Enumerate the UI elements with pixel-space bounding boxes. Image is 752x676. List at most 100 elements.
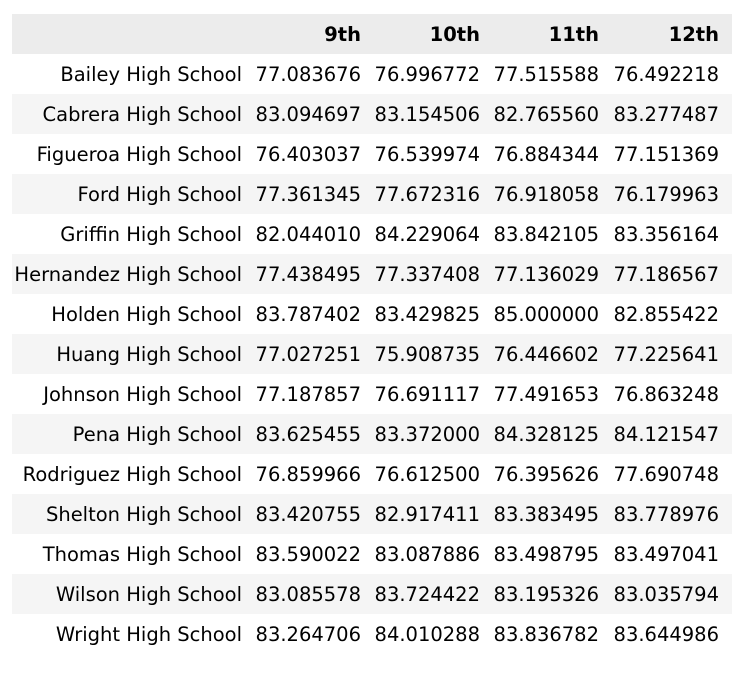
table-cell-10th: 77.337408: [374, 254, 493, 294]
table-cell-12th: 76.179963: [612, 174, 732, 214]
table-cell-11th: 83.195326: [493, 574, 612, 614]
row-school-name: Rodriguez High School: [12, 454, 255, 494]
table-cell-12th: 83.356164: [612, 214, 732, 254]
table-cell-12th: 77.225641: [612, 334, 732, 374]
row-school-name: Thomas High School: [12, 534, 255, 574]
table-cell-12th: 83.778976: [612, 494, 732, 534]
table-cell-12th: 76.863248: [612, 374, 732, 414]
table-cell-11th: 77.515588: [493, 54, 612, 94]
table-cell-10th: 84.010288: [374, 614, 493, 654]
table-cell-10th: 83.372000: [374, 414, 493, 454]
table-row: Wilson High School 83.085578 83.724422 83.1…: [12, 574, 732, 614]
table-row: Hernandez High School 77.438495 77.337408 7…: [12, 254, 732, 294]
table-cell-9th: 83.420755: [255, 494, 374, 534]
table-cell-9th: 83.590022: [255, 534, 374, 574]
table-cell-11th: 84.328125: [493, 414, 612, 454]
header-cell-12th: 12th: [612, 14, 732, 54]
table-cell-9th: 83.085578: [255, 574, 374, 614]
header-cell-9th: 9th: [255, 14, 374, 54]
table-row: Griffin High School 82.044010 84.229064 83.…: [12, 214, 732, 254]
dataframe-table-container: 9th 10th 11th 12th Bailey High School 77.…: [12, 14, 732, 654]
table-cell-9th: 83.264706: [255, 614, 374, 654]
table-cell-10th: 84.229064: [374, 214, 493, 254]
table-cell-9th: 77.361345: [255, 174, 374, 214]
table-row: Holden High School 83.787402 83.429825 85.0…: [12, 294, 732, 334]
table-row: Ford High School 77.361345 77.672316 76.918…: [12, 174, 732, 214]
table-row: Rodriguez High School 76.859966 76.612500 7…: [12, 454, 732, 494]
table-cell-10th: 77.672316: [374, 174, 493, 214]
table-cell-12th: 76.492218: [612, 54, 732, 94]
row-school-name: Huang High School: [12, 334, 255, 374]
table-cell-10th: 76.996772: [374, 54, 493, 94]
table-cell-10th: 76.612500: [374, 454, 493, 494]
table-cell-12th: 83.497041: [612, 534, 732, 574]
table-cell-9th: 77.083676: [255, 54, 374, 94]
table-cell-10th: 83.724422: [374, 574, 493, 614]
header-index-cell: [12, 14, 255, 54]
table-cell-9th: 83.625455: [255, 414, 374, 454]
row-school-name: Pena High School: [12, 414, 255, 454]
table-cell-10th: 76.539974: [374, 134, 493, 174]
table-header: 9th 10th 11th 12th: [12, 14, 732, 54]
table-cell-9th: 77.438495: [255, 254, 374, 294]
table-cell-11th: 83.383495: [493, 494, 612, 534]
row-school-name: Wright High School: [12, 614, 255, 654]
header-row: 9th 10th 11th 12th: [12, 14, 732, 54]
table-cell-12th: 77.186567: [612, 254, 732, 294]
table-cell-9th: 77.027251: [255, 334, 374, 374]
table-body: Bailey High School 77.083676 76.996772 77.5…: [12, 54, 732, 654]
row-school-name: Johnson High School: [12, 374, 255, 414]
table-cell-11th: 82.765560: [493, 94, 612, 134]
table-row: Shelton High School 83.420755 82.917411 83.…: [12, 494, 732, 534]
header-cell-10th: 10th: [374, 14, 493, 54]
table-row: Huang High School 77.027251 75.908735 76.44…: [12, 334, 732, 374]
row-school-name: Bailey High School: [12, 54, 255, 94]
table-row: Cabrera High School 83.094697 83.154506 82.…: [12, 94, 732, 134]
table-cell-11th: 77.491653: [493, 374, 612, 414]
table-cell-10th: 82.917411: [374, 494, 493, 534]
table-row: Wright High School 83.264706 84.010288 83.8…: [12, 614, 732, 654]
table-cell-11th: 83.498795: [493, 534, 612, 574]
table-cell-9th: 83.787402: [255, 294, 374, 334]
table-row: Figueroa High School 76.403037 76.539974 76…: [12, 134, 732, 174]
table-row: Pena High School 83.625455 83.372000 84.328…: [12, 414, 732, 454]
table-cell-11th: 83.836782: [493, 614, 612, 654]
table-cell-9th: 83.094697: [255, 94, 374, 134]
table-cell-9th: 82.044010: [255, 214, 374, 254]
row-school-name: Figueroa High School: [12, 134, 255, 174]
table-cell-11th: 83.842105: [493, 214, 612, 254]
row-school-name: Holden High School: [12, 294, 255, 334]
table-cell-9th: 76.403037: [255, 134, 374, 174]
table-cell-12th: 77.690748: [612, 454, 732, 494]
table-cell-11th: 77.136029: [493, 254, 612, 294]
table-cell-12th: 83.035794: [612, 574, 732, 614]
table-cell-10th: 76.691117: [374, 374, 493, 414]
table-cell-11th: 85.000000: [493, 294, 612, 334]
dataframe-table: 9th 10th 11th 12th Bailey High School 77.…: [12, 14, 732, 654]
table-cell-9th: 76.859966: [255, 454, 374, 494]
row-school-name: Shelton High School: [12, 494, 255, 534]
table-row: Johnson High School 77.187857 76.691117 77.…: [12, 374, 732, 414]
table-cell-9th: 77.187857: [255, 374, 374, 414]
table-cell-12th: 77.151369: [612, 134, 732, 174]
table-cell-10th: 83.429825: [374, 294, 493, 334]
table-cell-10th: 83.154506: [374, 94, 493, 134]
table-cell-10th: 75.908735: [374, 334, 493, 374]
table-row: Thomas High School 83.590022 83.087886 83.4…: [12, 534, 732, 574]
row-school-name: Ford High School: [12, 174, 255, 214]
row-school-name: Cabrera High School: [12, 94, 255, 134]
table-cell-12th: 84.121547: [612, 414, 732, 454]
table-cell-12th: 82.855422: [612, 294, 732, 334]
row-school-name: Griffin High School: [12, 214, 255, 254]
row-school-name: Wilson High School: [12, 574, 255, 614]
table-cell-12th: 83.277487: [612, 94, 732, 134]
table-cell-12th: 83.644986: [612, 614, 732, 654]
table-row: Bailey High School 77.083676 76.996772 77.5…: [12, 54, 732, 94]
table-cell-10th: 83.087886: [374, 534, 493, 574]
table-cell-11th: 76.918058: [493, 174, 612, 214]
table-cell-11th: 76.395626: [493, 454, 612, 494]
row-school-name: Hernandez High School: [12, 254, 255, 294]
table-cell-11th: 76.446602: [493, 334, 612, 374]
header-cell-11th: 11th: [493, 14, 612, 54]
table-cell-11th: 76.884344: [493, 134, 612, 174]
